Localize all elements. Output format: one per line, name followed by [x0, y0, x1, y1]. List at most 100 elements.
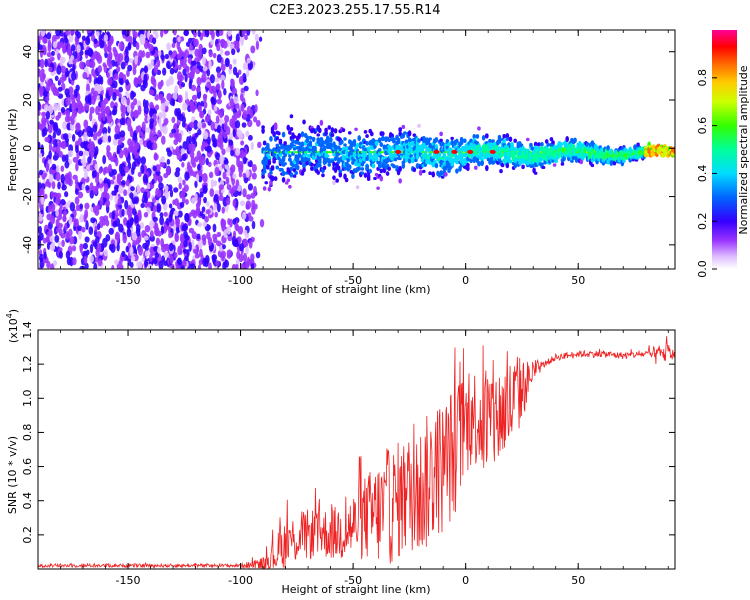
heatmap-cell [216, 231, 222, 238]
heatmap-cell [533, 141, 538, 147]
heatmap-cell [352, 138, 357, 145]
heatmap-cell [183, 234, 190, 241]
heatmap-cell [562, 156, 566, 161]
heatmap-cell [203, 196, 207, 204]
heatmap-cell [149, 230, 154, 238]
heatmap-cell [79, 50, 84, 56]
heatmap-cell [64, 178, 70, 185]
heatmap-cell [40, 30, 46, 37]
heatmap-cell [106, 45, 112, 53]
heatmap-cell [475, 154, 480, 159]
heatmap-cell [160, 102, 166, 112]
heatmap-cell [60, 199, 66, 206]
heatmap-cell [225, 146, 231, 153]
heatmap-cell [188, 44, 194, 51]
heatmap-cell [262, 165, 267, 171]
heatmap-cell [310, 167, 314, 171]
heatmap-cell [502, 139, 506, 144]
heatmap-cell [393, 157, 398, 162]
heatmap-cell [385, 171, 390, 176]
heatmap-cell [363, 172, 368, 178]
heatmap-cell [154, 251, 159, 259]
heatmap-cell [201, 206, 206, 213]
heatmap-cell [76, 44, 81, 53]
heatmap-cell [102, 218, 107, 226]
heatmap-cell [363, 147, 368, 152]
heatmap-cell [439, 170, 443, 176]
heatmap-cell [38, 68, 41, 76]
heatmap-cell [505, 137, 510, 141]
heatmap-cell [456, 155, 461, 161]
heatmap-cell [47, 42, 52, 53]
heatmap-cell [289, 127, 294, 131]
heatmap-cell [155, 169, 161, 176]
heatmap-cell [459, 155, 464, 160]
heatmap-cell [210, 85, 217, 94]
snr-panel: -150 -100 -50 0 50 0.2 0.4 0.6 0.8 1.0 1.2 1.4 Hei… [5, 309, 676, 596]
heatmap-cell [196, 61, 201, 70]
heatmap-cell [288, 151, 291, 154]
heatmap-cell [69, 236, 75, 245]
heatmap-cell [120, 96, 127, 105]
heatmap-cell [330, 133, 335, 138]
heatmap-cell [128, 57, 134, 64]
heatmap-cell [76, 56, 80, 63]
heatmap-cell [184, 90, 189, 101]
heatmap-cell [208, 50, 213, 58]
heatmap-cell [136, 261, 140, 268]
heatmap-cell [459, 136, 464, 143]
heatmap-cell [179, 58, 184, 66]
heatmap-cell [121, 250, 126, 258]
heatmap-cell [240, 103, 245, 112]
heatmap-cell [159, 212, 164, 218]
heatmap-cell [57, 86, 63, 92]
heatmap-cell [430, 151, 433, 154]
heatmap-cell [357, 166, 362, 171]
heatmap-cell [206, 81, 212, 89]
heatmap-cell [153, 205, 158, 213]
heatmap-cell [234, 120, 241, 129]
heatmap-cell [226, 249, 232, 257]
heatmap-cell [191, 231, 197, 240]
heatmap-cell [228, 139, 234, 146]
heatmap-cell [370, 151, 373, 154]
heatmap-cell [371, 156, 376, 162]
heatmap-cell [94, 83, 100, 90]
heatmap-cell [139, 222, 145, 229]
heatmap-cell [242, 188, 247, 198]
heatmap-cell [102, 133, 108, 143]
heatmap-cell [192, 171, 198, 178]
snr-xlabel: Height of straight line (km) [281, 583, 430, 596]
heatmap-cell [329, 151, 332, 154]
heatmap-cell [371, 162, 376, 169]
heatmap-cell [344, 146, 349, 152]
heatmap-cell [270, 166, 275, 171]
heatmap-cell [398, 178, 402, 184]
heatmap-cell [219, 154, 225, 165]
heatmap-cell [247, 212, 252, 218]
heatmap-cell [171, 128, 176, 134]
heatmap-cell [191, 136, 196, 145]
heatmap-cell [218, 30, 224, 37]
heatmap-cell [158, 118, 162, 128]
heatmap-cell [94, 225, 98, 232]
heatmap-peak [451, 149, 458, 154]
heatmap-cell [546, 142, 551, 147]
heatmap-cell [242, 172, 247, 179]
heatmap-cell [330, 127, 335, 134]
heatmap-cell [89, 60, 96, 69]
heatmap-cell [209, 30, 214, 36]
heatmap-cell [112, 91, 117, 101]
heatmap-cell [242, 211, 247, 220]
heatmap-cell [221, 148, 226, 156]
heatmap-cell [144, 225, 151, 233]
heatmap-cell [396, 137, 401, 142]
heatmap-cell [434, 136, 439, 143]
heatmap-cell [525, 137, 530, 142]
y-tick-label: -20 [21, 188, 34, 206]
heatmap-cell [272, 159, 276, 164]
heatmap-cell [459, 141, 464, 146]
heatmap-cell [269, 151, 272, 154]
heatmap-cell [286, 167, 291, 171]
